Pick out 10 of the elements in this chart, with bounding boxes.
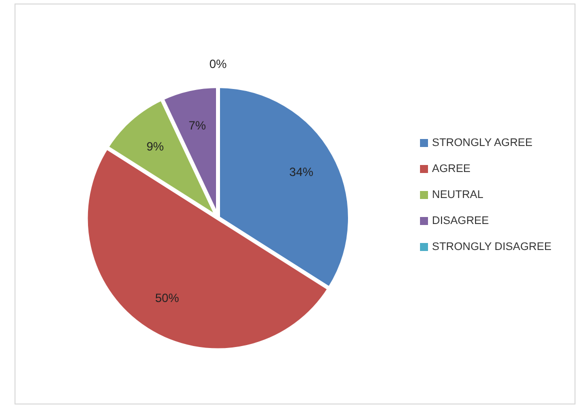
- legend-label: NEUTRAL: [432, 189, 484, 201]
- legend-label: STRONGLY DISAGREE: [432, 241, 552, 253]
- legend-label: DISAGREE: [432, 215, 489, 227]
- data-label: 34%: [289, 165, 314, 180]
- data-label: 9%: [146, 140, 164, 154]
- data-label: 7%: [188, 118, 206, 132]
- legend-label: STRONGLY AGREE: [432, 137, 532, 149]
- data-label: 50%: [155, 291, 180, 306]
- legend-label: AGREE: [432, 163, 471, 175]
- text: 0%: [209, 57, 227, 71]
